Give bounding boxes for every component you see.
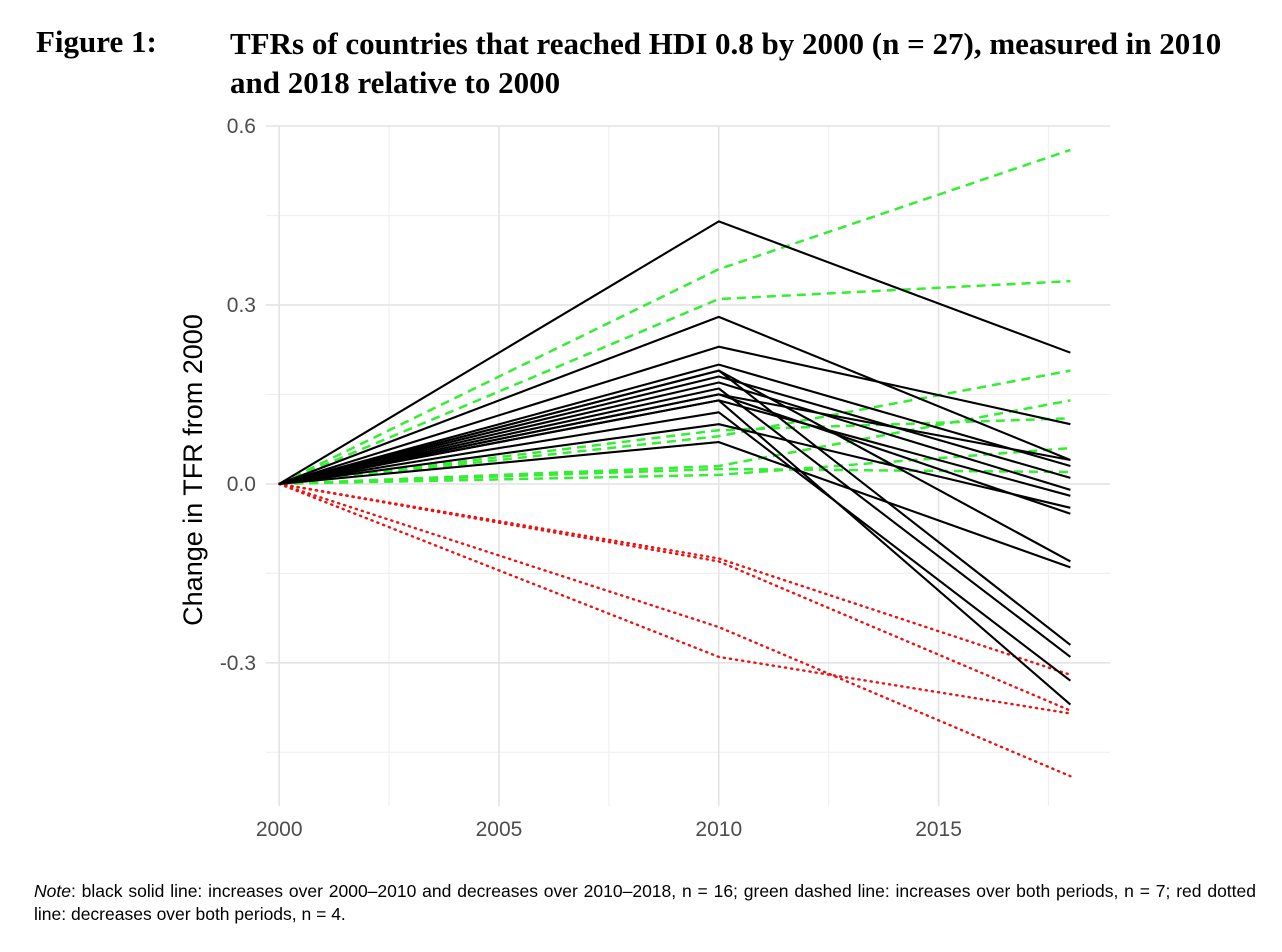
note-lead: Note	[34, 881, 71, 901]
black-series-line	[278, 220, 1071, 485]
y-axis-ticks: 0.6 0.3 0.0 -0.3	[220, 115, 256, 675]
green-series-line	[278, 148, 1071, 486]
y-tick-label: 0.0	[227, 473, 256, 496]
grid-major	[266, 125, 1110, 806]
black-solid-series	[278, 220, 1072, 706]
black-series-line	[279, 399, 1071, 497]
red-series-line	[278, 482, 1072, 778]
red-series-line	[278, 482, 1072, 715]
green-series-line	[279, 446, 1071, 486]
figure-note: Note: black solid line: increases over 2…	[34, 880, 1256, 926]
green-series-line	[279, 369, 1071, 486]
black-series-line	[278, 387, 1072, 658]
red-series-line	[278, 482, 1072, 676]
y-axis-label: Change in TFR from 2000	[178, 314, 208, 626]
black-series-line	[278, 363, 1071, 485]
figure-title: TFRs of countries that reached HDI 0.8 b…	[230, 26, 1222, 100]
figure-label: Figure 1:	[36, 24, 157, 59]
grid-minor	[266, 126, 1110, 806]
x-tick-label: 2000	[256, 818, 303, 841]
note-text: : black solid line: increases over 2000–…	[34, 881, 1256, 924]
x-tick-label: 2010	[695, 818, 742, 841]
y-tick-label: 0.3	[227, 294, 256, 317]
green-series-line	[279, 467, 1071, 486]
black-series-line	[278, 393, 1071, 515]
black-series-line	[278, 381, 1071, 491]
x-tick-label: 2015	[915, 818, 962, 841]
y-tick-label: -0.3	[220, 652, 256, 675]
green-series-line	[279, 417, 1071, 486]
x-axis-ticks: 2000 2005 2010 2015	[256, 818, 962, 841]
green-dashed-series	[278, 148, 1071, 486]
black-series-line	[278, 315, 1071, 485]
black-series-line	[278, 369, 1071, 563]
green-series-line	[278, 279, 1071, 486]
black-series-line	[279, 441, 1071, 569]
black-series-line	[278, 375, 1071, 485]
black-series-line	[279, 411, 1072, 682]
red-series-line	[278, 482, 1072, 712]
black-series-line	[279, 423, 1071, 509]
black-series-line	[278, 345, 1071, 485]
red-dotted-series	[278, 482, 1072, 778]
x-tick-label: 2005	[476, 818, 523, 841]
y-tick-label: 0.6	[227, 115, 256, 138]
